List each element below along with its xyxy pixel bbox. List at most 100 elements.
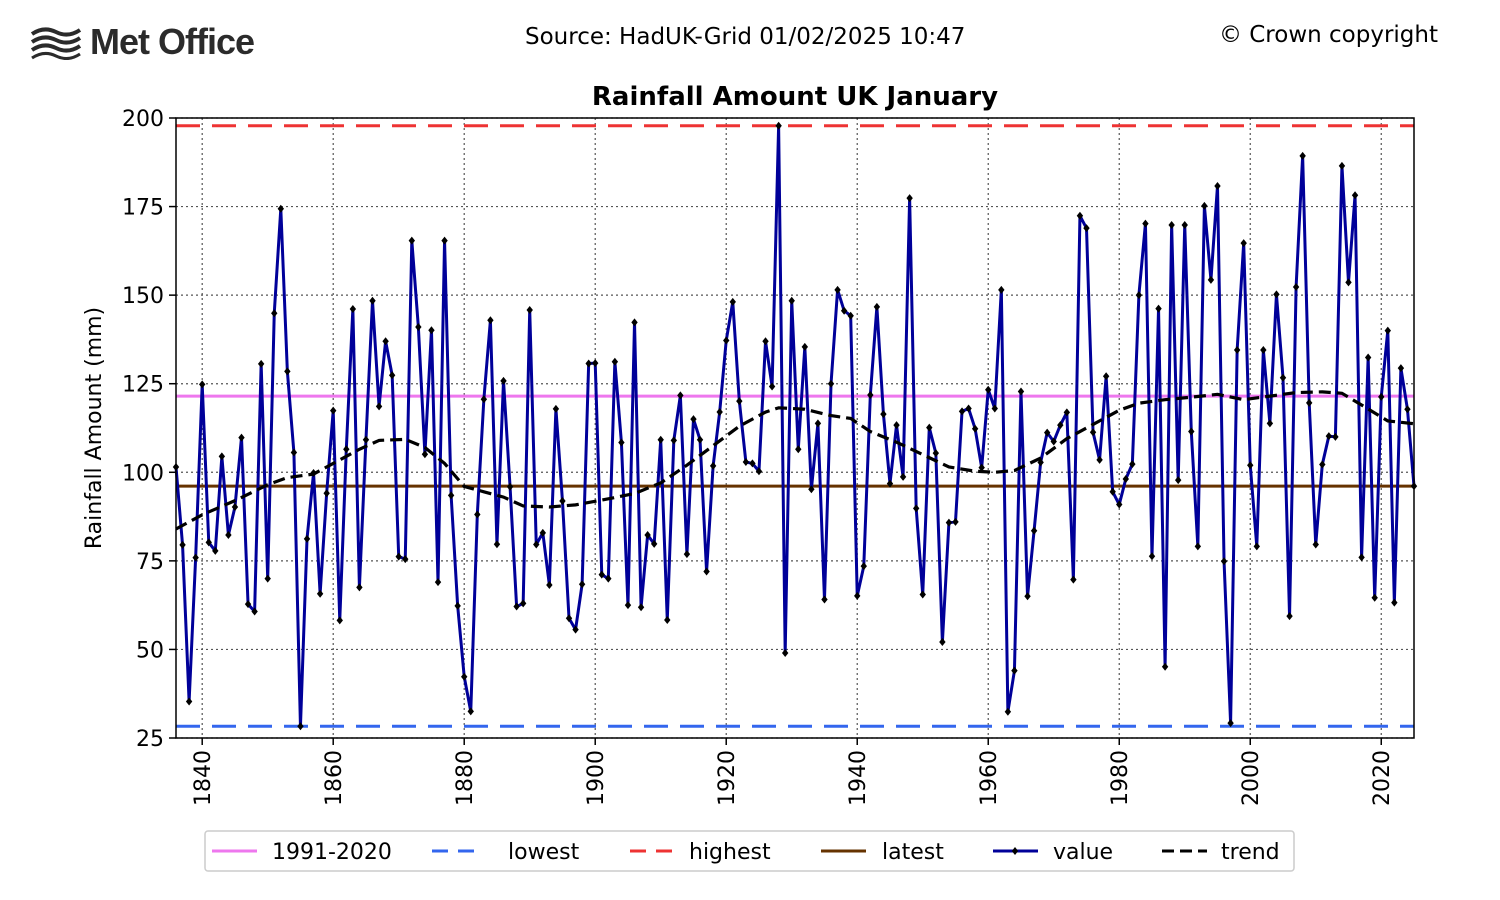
value-marker [1102, 372, 1110, 381]
value-marker [1364, 353, 1372, 362]
value-marker [1253, 542, 1260, 551]
series-value-line [174, 124, 1416, 728]
value-marker [1181, 220, 1188, 229]
value-marker [356, 583, 363, 592]
legend-label-highest: highest [689, 840, 771, 865]
value-marker [1273, 290, 1280, 299]
value-marker [199, 380, 206, 389]
value-marker [1214, 182, 1221, 191]
value-marker [899, 472, 907, 481]
value-marker [225, 530, 232, 539]
legend-label-trend: trend [1221, 840, 1280, 865]
value-marker [1116, 500, 1123, 509]
value-marker [454, 601, 461, 610]
x-tick-label: 1880 [453, 750, 478, 806]
value-marker [316, 589, 324, 598]
value-marker [1076, 211, 1084, 220]
value-marker [1325, 432, 1333, 441]
value-marker [1135, 291, 1143, 300]
y-tick-label: 150 [122, 284, 164, 309]
value-marker [1043, 428, 1051, 437]
value-marker [958, 407, 966, 416]
value-marker [991, 404, 998, 413]
value-marker [244, 600, 252, 609]
value-marker [1161, 662, 1169, 671]
value-marker [1358, 553, 1365, 562]
value-marker [1371, 593, 1378, 602]
value-marker [919, 590, 926, 599]
value-marker [467, 707, 474, 716]
value-marker [873, 302, 881, 311]
x-tick-label: 2000 [1239, 750, 1264, 806]
value-marker [546, 580, 553, 589]
value-marker [906, 194, 913, 203]
value-marker [257, 359, 265, 368]
y-tick-label: 175 [122, 196, 164, 221]
x-tick-label: 1980 [1108, 750, 1133, 806]
value-marker [539, 528, 547, 537]
value-marker [388, 371, 396, 380]
value-marker [939, 637, 946, 646]
value-marker [1089, 428, 1097, 437]
value-marker [1247, 461, 1254, 470]
value-marker [650, 539, 658, 548]
value-marker [1011, 666, 1018, 675]
value-marker [670, 436, 678, 445]
value-marker [179, 540, 186, 549]
value-marker [664, 616, 671, 625]
value-marker [1384, 326, 1391, 335]
value-marker [303, 534, 311, 543]
value-marker [624, 601, 632, 610]
value-marker [1299, 151, 1306, 160]
value-marker [847, 311, 854, 320]
value-marker [1063, 408, 1071, 417]
x-tick-label: 1840 [191, 750, 216, 806]
value-marker [808, 485, 815, 494]
value-marker [1397, 364, 1405, 373]
value-marker [251, 607, 258, 616]
x-tick-label: 1960 [977, 750, 1002, 806]
value-marker [755, 467, 763, 476]
x-tick-label: 1920 [715, 750, 740, 806]
value-marker [605, 574, 612, 583]
value-marker [1305, 398, 1313, 407]
value-marker [1312, 540, 1319, 549]
value-marker [827, 379, 835, 388]
legend-marker-value [1011, 847, 1019, 855]
y-tick-label: 50 [136, 638, 164, 663]
value-marker [886, 479, 894, 488]
value-marker [375, 402, 383, 411]
value-marker [349, 304, 357, 313]
legend-label-1991-2020: 1991-2020 [272, 840, 392, 865]
value-marker [1004, 707, 1012, 716]
value-marker [192, 553, 199, 562]
value-marker [683, 550, 691, 559]
value-marker [1351, 191, 1359, 200]
value-marker [500, 376, 507, 385]
value-marker [493, 540, 501, 549]
value-marker [618, 438, 625, 447]
value-marker [709, 461, 717, 470]
value-marker [690, 415, 697, 424]
value-marker [336, 616, 343, 625]
source-label: Source: HadUK-Grid 01/02/2025 10:47 [525, 24, 966, 50]
value-marker [1266, 419, 1274, 428]
value-marker [1286, 612, 1293, 621]
value-marker [565, 614, 573, 623]
value-marker [1142, 219, 1149, 228]
value-marker [985, 385, 992, 394]
value-marker [421, 450, 429, 459]
value-marker [716, 408, 723, 417]
y-tick-label: 200 [122, 107, 164, 132]
value-marker [1148, 552, 1156, 561]
legend-label-value: value [1053, 840, 1113, 865]
value-marker [644, 530, 651, 539]
y-tick-label: 125 [122, 373, 164, 398]
value-marker [768, 382, 776, 391]
value-marker [428, 326, 435, 335]
value-marker [781, 648, 789, 657]
value-marker [474, 510, 481, 519]
legend-label-lowest: lowest [508, 840, 580, 865]
value-marker [1207, 275, 1215, 284]
